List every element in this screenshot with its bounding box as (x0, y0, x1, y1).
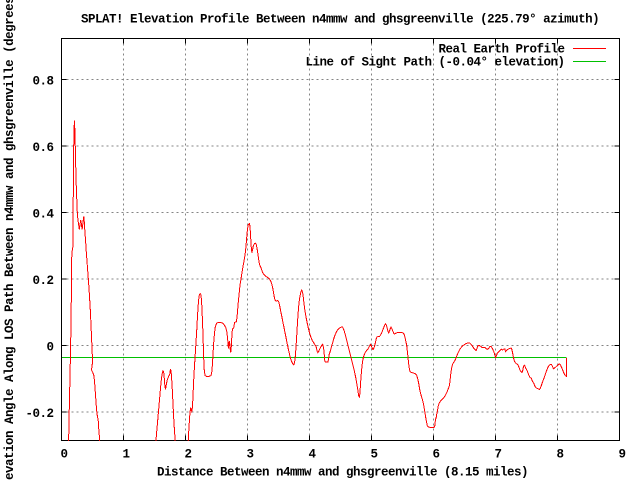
svg-text:0.4: 0.4 (32, 208, 54, 222)
svg-text:2: 2 (184, 448, 191, 462)
svg-text:0: 0 (46, 341, 53, 355)
svg-text:7: 7 (494, 448, 501, 462)
svg-text:0: 0 (60, 448, 67, 462)
svg-text:Line of Sight Path (-0.04° ele: Line of Sight Path (-0.04° elevation) (305, 56, 564, 70)
svg-text:-0.2: -0.2 (25, 407, 53, 421)
svg-text:4: 4 (308, 448, 316, 462)
svg-text:Elevation Angle Along LOS Path: Elevation Angle Along LOS Path Between n… (3, 0, 17, 480)
svg-text:6: 6 (432, 448, 439, 462)
svg-text:Distance Between n4mmw and ghs: Distance Between n4mmw and ghsgreenville… (157, 466, 528, 480)
svg-text:5: 5 (370, 448, 377, 462)
svg-text:3: 3 (246, 448, 253, 462)
svg-text:Real Earth Profile: Real Earth Profile (438, 42, 564, 56)
svg-text:0.8: 0.8 (32, 74, 53, 88)
svg-text:0.2: 0.2 (32, 274, 53, 288)
svg-text:0.6: 0.6 (32, 141, 53, 155)
svg-text:8: 8 (556, 448, 563, 462)
svg-text:SPLAT! Elevation Profile Betwe: SPLAT! Elevation Profile Between n4mmw a… (81, 12, 599, 26)
svg-text:9: 9 (618, 448, 625, 462)
svg-text:1: 1 (122, 448, 129, 462)
